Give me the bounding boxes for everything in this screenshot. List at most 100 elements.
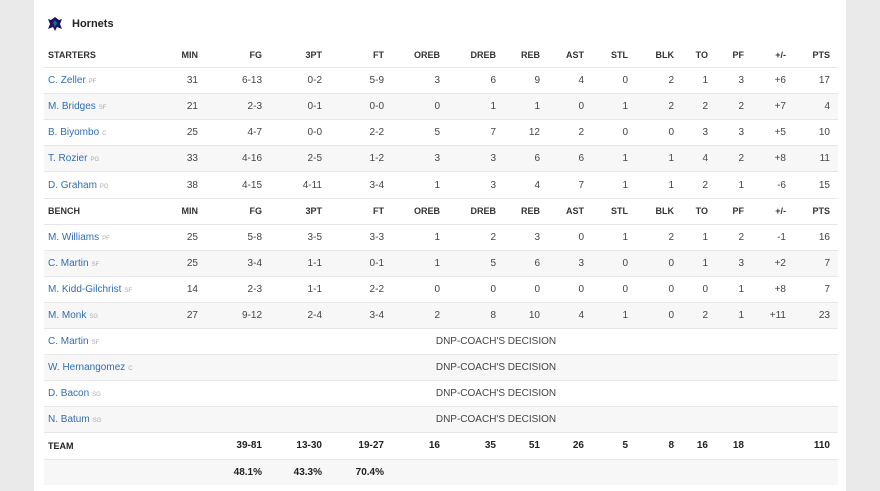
- team-percentage-cell: [448, 459, 504, 485]
- player-position: SF: [91, 261, 100, 268]
- stat-cell: 1-1: [270, 276, 330, 303]
- player-link[interactable]: M. Monk: [48, 309, 87, 321]
- stat-cell: 3-5: [270, 224, 330, 251]
- stat-cell: +6: [752, 67, 794, 95]
- column-header[interactable]: 3PT: [270, 198, 330, 225]
- stat-cell: 2: [682, 171, 716, 199]
- column-header[interactable]: AST: [548, 198, 592, 225]
- column-header[interactable]: FT: [330, 198, 392, 225]
- column-header[interactable]: BLK: [636, 42, 682, 69]
- column-header[interactable]: OREB: [392, 198, 448, 225]
- column-header[interactable]: STL: [592, 42, 636, 69]
- stat-cell: 4: [682, 145, 716, 173]
- player-link[interactable]: C. Martin: [48, 257, 89, 269]
- column-header[interactable]: OREB: [392, 42, 448, 69]
- stat-cell: 3-4: [330, 171, 392, 199]
- stat-cell: 25: [154, 224, 206, 251]
- column-header[interactable]: REB: [504, 198, 548, 225]
- player-link[interactable]: C. Zeller: [48, 75, 86, 87]
- column-header[interactable]: PF: [716, 42, 752, 69]
- player-link[interactable]: W. Hernangomez: [48, 362, 126, 374]
- stat-cell: 4: [548, 67, 592, 95]
- stat-cell: 6: [448, 67, 504, 95]
- player-name-cell: D. Graham PG: [44, 171, 154, 199]
- player-name-cell: C. Zeller PF: [44, 67, 154, 95]
- player-link[interactable]: N. Batum: [48, 414, 90, 426]
- stat-cell: 7: [794, 276, 838, 303]
- section-label: STARTERS: [44, 42, 154, 69]
- column-header[interactable]: TO: [682, 42, 716, 69]
- stat-cell: 6: [548, 145, 592, 173]
- team-percentage-cell: [716, 459, 752, 485]
- team-total-cell: 110: [794, 432, 838, 460]
- stat-cell: 8: [448, 302, 504, 330]
- stat-cell: +11: [752, 302, 794, 330]
- stat-cell: 27: [154, 302, 206, 330]
- column-header[interactable]: STL: [592, 198, 636, 225]
- stat-cell: 25: [154, 119, 206, 147]
- stat-cell: 1: [636, 171, 682, 199]
- player-name-cell: T. Rozier PG: [44, 145, 154, 173]
- column-header[interactable]: PTS: [794, 198, 838, 225]
- stat-cell: +8: [752, 276, 794, 303]
- stat-cell: -1: [752, 224, 794, 251]
- team-total-cell: 16: [682, 432, 716, 460]
- player-row: M. Bridges SF 21 2-3 0-1 0-0 0 1 1 0 1 2 2 2 +7 4: [44, 93, 838, 121]
- stat-cell: 3: [504, 224, 548, 251]
- player-link[interactable]: M. Bridges: [48, 101, 96, 113]
- stat-cell: 14: [154, 276, 206, 303]
- stat-cell: 4: [794, 93, 838, 121]
- column-header[interactable]: 3PT: [270, 42, 330, 69]
- stat-cell: 1: [716, 171, 752, 199]
- column-header[interactable]: PTS: [794, 42, 838, 69]
- player-link[interactable]: C. Martin: [48, 336, 89, 348]
- column-header[interactable]: +/-: [752, 42, 794, 69]
- team-percentage-cell: [752, 459, 794, 485]
- team-totals-row: TEAM 39-81 13-30 19-27 16 35 51 26 5 8 16 18 110: [44, 432, 838, 460]
- column-header[interactable]: DREB: [448, 198, 504, 225]
- column-header[interactable]: MIN: [154, 198, 206, 225]
- team-total-cell: 39-81: [206, 432, 270, 460]
- stat-cell: 5: [392, 119, 448, 147]
- column-header[interactable]: BLK: [636, 198, 682, 225]
- column-header[interactable]: FG: [206, 42, 270, 69]
- column-header[interactable]: PF: [716, 198, 752, 225]
- column-header[interactable]: MIN: [154, 42, 206, 69]
- column-header[interactable]: FT: [330, 42, 392, 69]
- stat-cell: 2-5: [270, 145, 330, 173]
- player-link[interactable]: T. Rozier: [48, 153, 88, 165]
- stat-cell: 2: [716, 93, 752, 121]
- column-header[interactable]: TO: [682, 198, 716, 225]
- stat-cell: 1: [592, 171, 636, 199]
- stat-cell: 21: [154, 93, 206, 121]
- stat-cell: 2: [392, 302, 448, 330]
- player-link[interactable]: D. Graham: [48, 179, 97, 191]
- column-header[interactable]: +/-: [752, 198, 794, 225]
- player-row: B. Biyombo C 25 4-7 0-0 2-2 5 7 12 2 0 0 3 3 +5 10: [44, 119, 838, 147]
- team-percentage-cell: [154, 459, 206, 485]
- column-header[interactable]: AST: [548, 42, 592, 69]
- player-link[interactable]: D. Bacon: [48, 388, 90, 400]
- stat-cell: 0: [636, 302, 682, 330]
- column-header[interactable]: DREB: [448, 42, 504, 69]
- player-link[interactable]: B. Biyombo: [48, 127, 100, 139]
- stat-cell: 4-7: [206, 119, 270, 147]
- stat-cell: 2: [716, 145, 752, 173]
- stat-cell: 25: [154, 250, 206, 277]
- team-percentage-cell: 48.1%: [206, 459, 270, 485]
- player-link[interactable]: M. Kidd-Gilchrist: [48, 283, 122, 295]
- stat-cell: 1: [392, 171, 448, 199]
- dnp-note: DNP-COACH'S DECISION: [154, 328, 838, 356]
- player-position: PF: [102, 235, 110, 242]
- stat-cell: 0: [592, 250, 636, 277]
- player-position: SF: [91, 340, 100, 347]
- stat-cell: 0-0: [330, 93, 392, 121]
- player-link[interactable]: M. Williams: [48, 231, 100, 243]
- stat-cell: 4: [504, 171, 548, 199]
- column-header[interactable]: REB: [504, 42, 548, 69]
- player-position: SG: [92, 392, 101, 399]
- box-score-table: STARTERS MIN FG 3PT FT OREB DREB REB AST STL BLK TO…: [44, 42, 838, 485]
- team-total-cell: 5: [592, 432, 636, 460]
- column-header[interactable]: FG: [206, 198, 270, 225]
- stat-cell: 4: [548, 302, 592, 330]
